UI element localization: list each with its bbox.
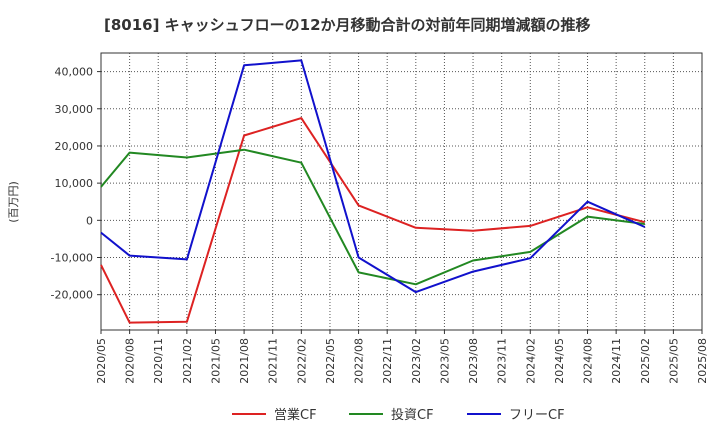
legend-label-3: フリーCF	[509, 408, 565, 423]
y-tick-label: 10,000	[55, 177, 94, 190]
y-tick-label: -20,000	[51, 289, 93, 302]
x-tick-label: 2024/11	[610, 338, 623, 384]
x-tick-label: 2023/02	[410, 338, 423, 384]
x-tick-label: 2023/11	[496, 338, 509, 384]
x-tick-label: 2025/08	[696, 338, 709, 384]
x-tick-label: 2025/02	[639, 338, 652, 384]
x-tick-label: 2020/11	[152, 338, 165, 384]
y-tick-label: 40,000	[55, 66, 94, 79]
y-tick-label: -10,000	[51, 251, 93, 264]
y-tick-label: 20,000	[55, 140, 94, 153]
x-tick-label: 2023/08	[467, 338, 480, 384]
legend-label-1: 営業CF	[274, 407, 317, 423]
y-axis-label: (百万円)	[7, 181, 20, 223]
x-tick-label: 2024/02	[524, 338, 537, 384]
x-tick-label: 2021/08	[238, 338, 251, 384]
grid	[101, 53, 702, 330]
x-tick-label: 2021/02	[181, 338, 194, 384]
x-tick-label: 2022/08	[353, 338, 366, 384]
y-axis-ticks: 40,000 30,000 20,000 10,000 0 -10,000 -20,000	[51, 66, 101, 302]
legend: 営業CF 投資CF フリーCF	[232, 407, 565, 423]
legend-label-2: 投資CF	[391, 407, 434, 423]
x-tick-label: 2023/05	[438, 338, 451, 384]
x-tick-label: 2022/11	[381, 338, 394, 384]
series-lines	[100, 59, 646, 324]
x-axis-ticks: 2020/05 2020/08 2020/11 2021/02 2021/05 2021/…	[95, 330, 709, 384]
y-tick-label: 0	[86, 214, 93, 227]
x-tick-label: 2024/05	[553, 338, 566, 384]
series-line-2	[100, 148, 645, 286]
x-tick-label: 2022/02	[295, 338, 308, 384]
series-line-1	[100, 117, 646, 324]
x-tick-label: 2024/08	[582, 338, 595, 384]
x-tick-label: 2022/05	[324, 338, 337, 384]
plot-area-border	[100, 52, 703, 331]
x-tick-label: 2025/05	[667, 338, 680, 384]
series-line-3	[100, 59, 646, 294]
chart-title: [8016] キャッシュフローの12か月移動合計の対前年同期増減額の推移	[104, 16, 591, 34]
x-tick-label: 2021/11	[267, 338, 280, 384]
y-tick-label: 30,000	[55, 103, 94, 116]
x-tick-label: 2021/05	[209, 338, 222, 384]
x-tick-label: 2020/08	[124, 338, 137, 384]
x-tick-label: 2020/05	[95, 338, 108, 384]
